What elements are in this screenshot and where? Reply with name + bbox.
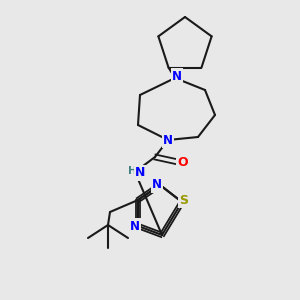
Text: N: N — [130, 220, 140, 232]
Text: S: S — [179, 194, 188, 206]
Text: N: N — [135, 167, 145, 179]
Text: O: O — [178, 155, 188, 169]
Text: N: N — [172, 70, 182, 83]
Text: N: N — [152, 178, 162, 191]
Text: H: H — [128, 166, 136, 176]
Text: N: N — [163, 134, 173, 146]
